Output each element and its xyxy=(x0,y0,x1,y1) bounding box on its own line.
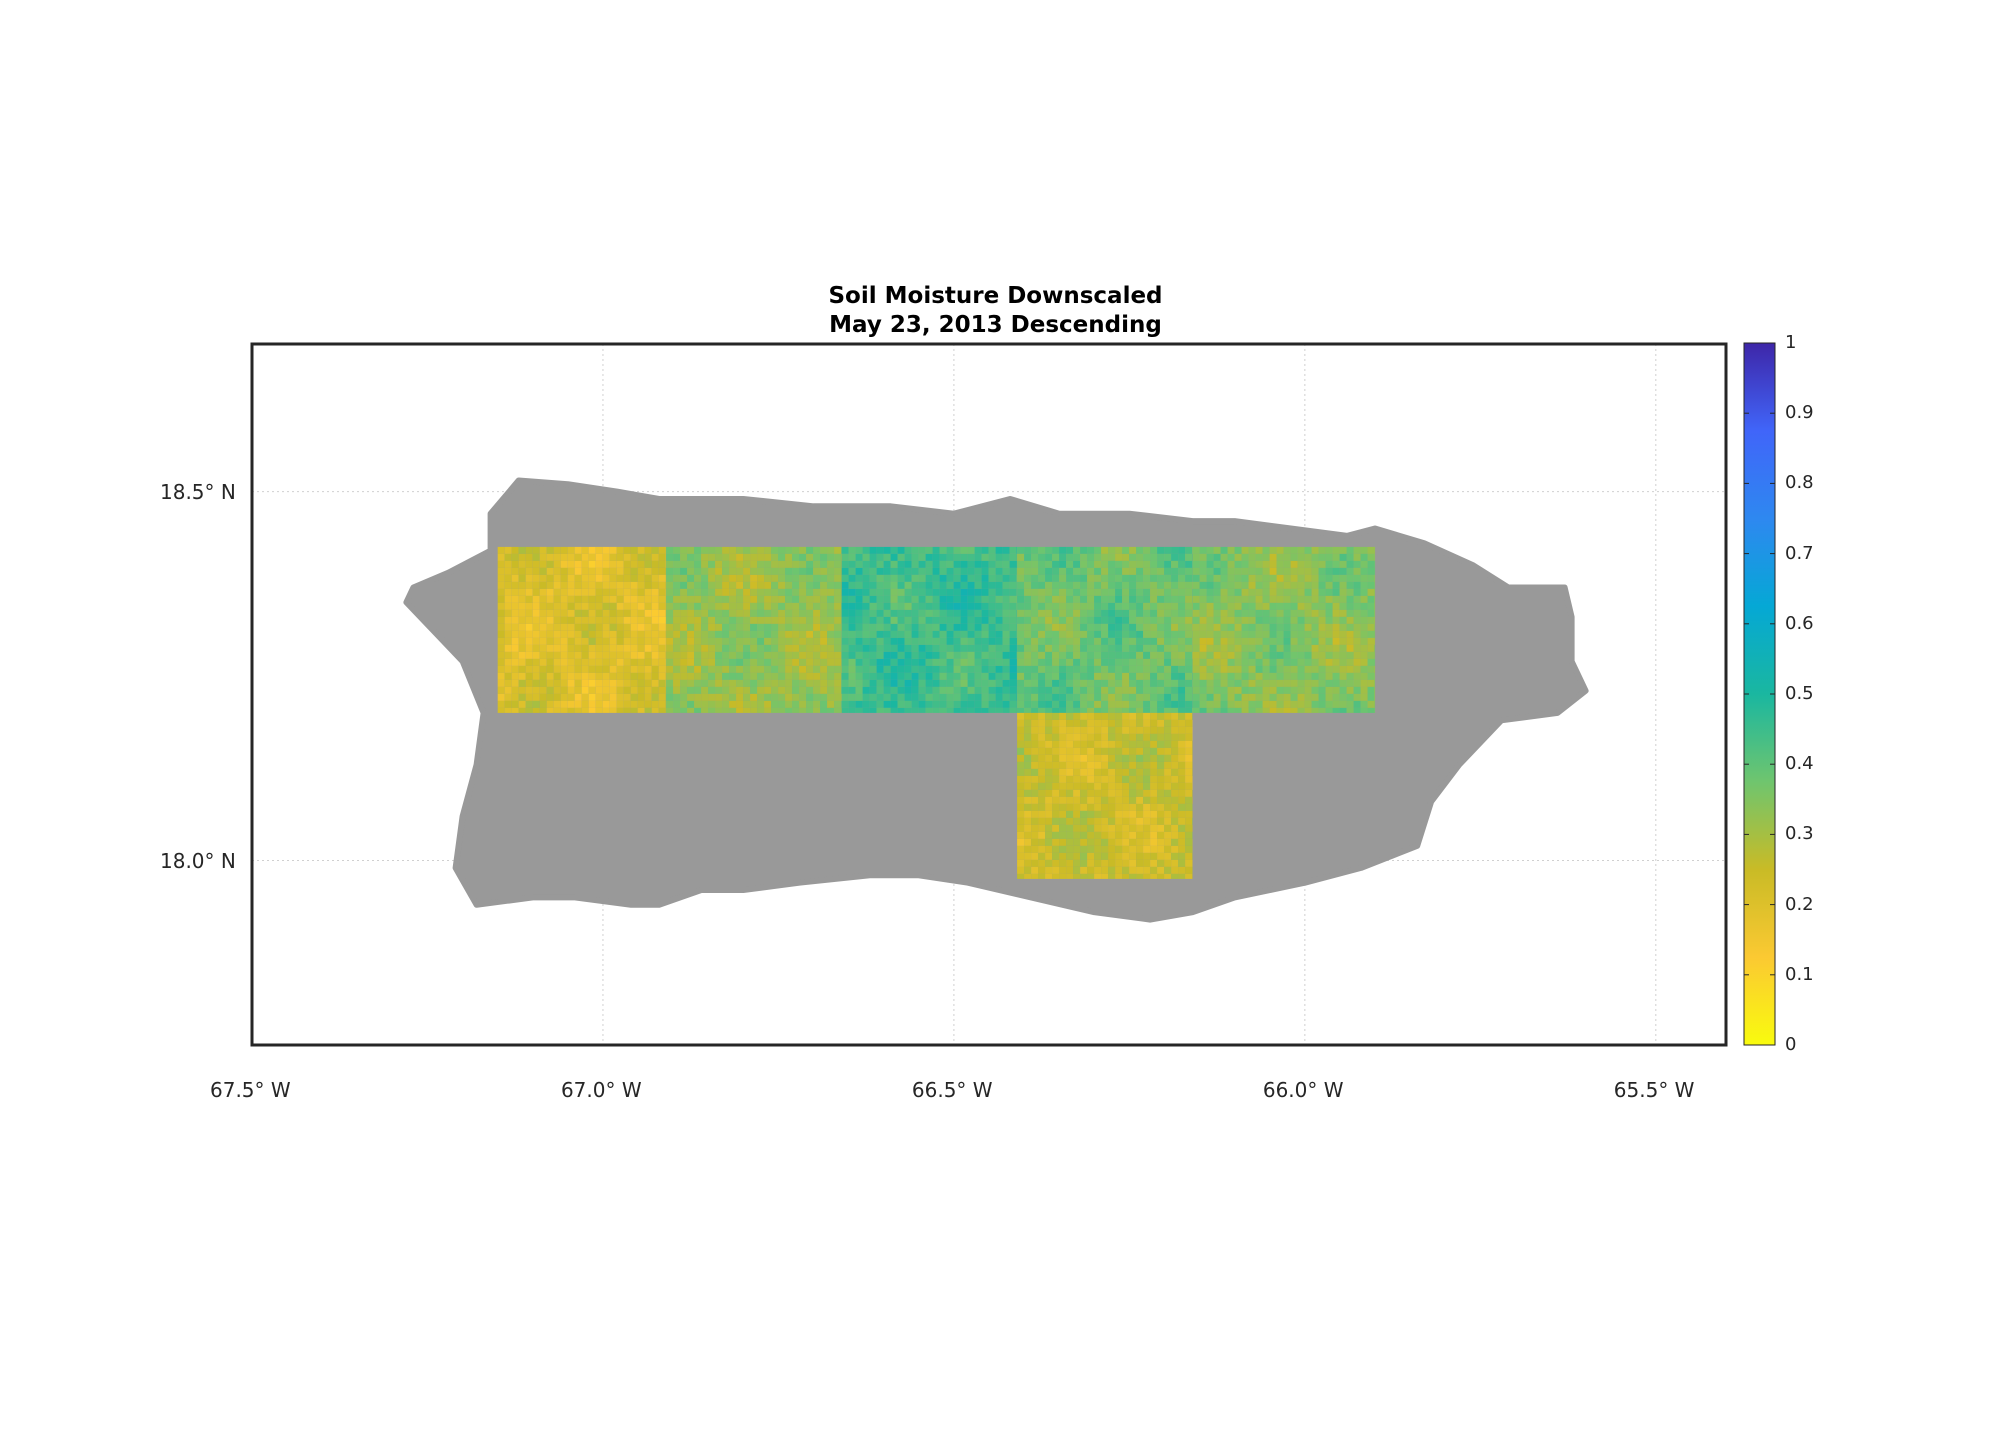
longitude-label: 65.5° W xyxy=(1613,1078,1695,1102)
colorbar-label: 1 xyxy=(1785,332,1797,353)
map-subtitle: May 23, 2013 Descending xyxy=(829,312,1162,338)
longitude-label: 66.5° W xyxy=(911,1078,993,1102)
data-tile-6 xyxy=(1017,712,1193,879)
soil-moisture-raster xyxy=(497,546,1376,879)
colorbar-label: 0 xyxy=(1785,1034,1797,1055)
data-tile-4 xyxy=(1017,546,1193,713)
colorbar-label: 0.7 xyxy=(1785,542,1814,564)
colorbar xyxy=(1743,342,1776,1046)
colorbar-label: 0.2 xyxy=(1785,893,1814,915)
latitude-label: 18.0° N xyxy=(160,848,236,873)
colorbar-label: 0.9 xyxy=(1785,402,1814,424)
colorbar-ticks xyxy=(1744,342,1775,1046)
colorbar-label: 0.5 xyxy=(1785,683,1814,704)
data-tile-5 xyxy=(1192,546,1376,713)
colorbar-label: 0.1 xyxy=(1785,963,1814,985)
map-frame xyxy=(250,342,1728,1047)
colorbar-label: 0.4 xyxy=(1785,753,1814,775)
colorbar-label: 0.8 xyxy=(1785,472,1814,494)
latitude-label: 18.5° N xyxy=(160,479,236,504)
longitude-label: 66.0° W xyxy=(1262,1078,1344,1102)
map-title: Soil Moisture Downscaled xyxy=(828,283,1163,309)
colorbar-label: 0.6 xyxy=(1785,612,1814,634)
data-tile-2 xyxy=(666,546,842,713)
longitude-label: 67.0° W xyxy=(560,1078,642,1102)
colorbar-label: 0.3 xyxy=(1785,823,1814,845)
data-tile-1 xyxy=(497,546,667,713)
longitude-label: 67.5° W xyxy=(210,1078,291,1102)
data-tile-3 xyxy=(841,546,1018,713)
